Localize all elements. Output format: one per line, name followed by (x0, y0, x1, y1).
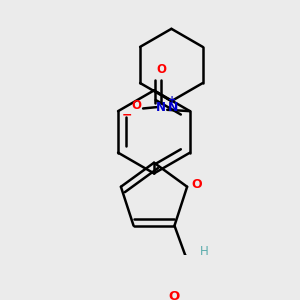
Text: N: N (156, 100, 166, 114)
Text: O: O (169, 290, 180, 300)
Text: O: O (156, 63, 166, 76)
Text: O: O (131, 99, 141, 112)
Text: O: O (191, 178, 202, 190)
Text: +: + (168, 95, 176, 105)
Text: H: H (200, 244, 208, 258)
Text: N: N (168, 101, 178, 114)
Text: −: − (122, 109, 132, 122)
